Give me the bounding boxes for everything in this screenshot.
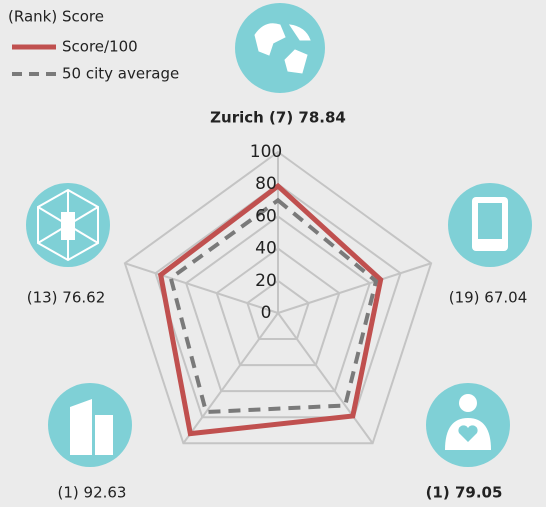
grid-ring xyxy=(246,279,310,341)
spoke xyxy=(277,312,374,444)
spoke xyxy=(277,262,432,314)
grid-ring xyxy=(123,150,433,445)
grid-ring xyxy=(184,215,372,393)
globe-glyph xyxy=(254,23,311,74)
care-heart xyxy=(458,425,478,442)
legend-label: Score/100 xyxy=(62,38,138,56)
tablet-screen xyxy=(478,203,502,239)
tick-label: 20 xyxy=(255,271,277,291)
tick-label: 0 xyxy=(261,303,272,323)
axis-label: (13) 76.62 xyxy=(27,289,106,307)
series-line xyxy=(168,197,379,415)
tick-label: 40 xyxy=(255,239,277,259)
grid-ring xyxy=(154,182,402,419)
axis-label: (1) 92.63 xyxy=(58,484,127,502)
tick-label: 60 xyxy=(255,206,277,226)
tick-label: 80 xyxy=(255,174,277,194)
legend: (Rank) Score Score/100 50 city average xyxy=(8,8,179,83)
globe-icon xyxy=(235,3,325,93)
grid xyxy=(123,150,433,445)
care-head xyxy=(459,394,477,412)
legend-label: 50 city average xyxy=(62,65,179,83)
spoke xyxy=(182,312,279,444)
spoke xyxy=(124,262,279,314)
grid-ring xyxy=(215,247,341,367)
axis-label: (1) 79.05 xyxy=(426,484,503,502)
icons xyxy=(26,3,532,467)
axis-label: (19) 67.04 xyxy=(449,289,528,307)
series-line xyxy=(157,182,384,437)
legend-title: (Rank) Score xyxy=(8,8,104,26)
building-glyph xyxy=(70,399,113,455)
axis-label: Zurich (7) 78.84 xyxy=(210,109,346,127)
tick-label: 100 xyxy=(250,142,282,162)
network-person xyxy=(61,212,75,240)
